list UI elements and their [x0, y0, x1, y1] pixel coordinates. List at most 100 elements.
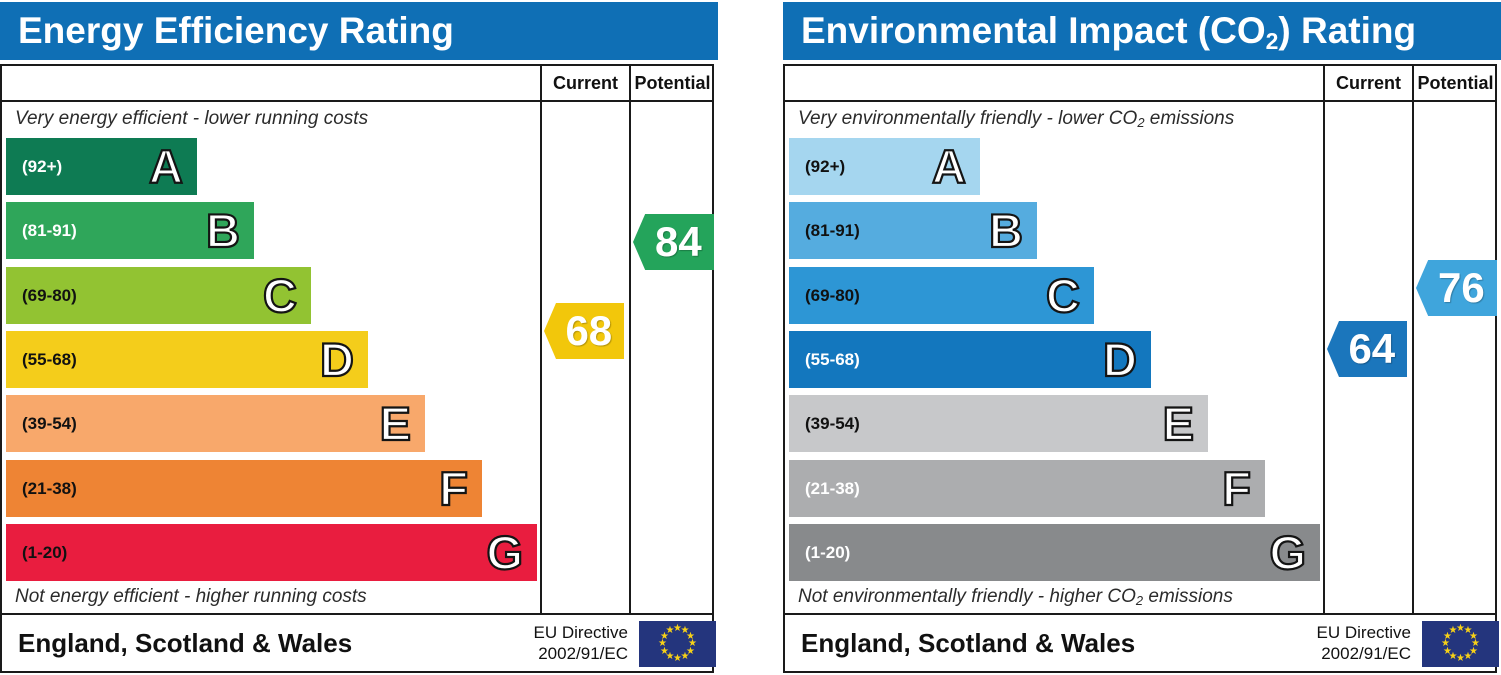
band-g: (1-20) G — [6, 524, 537, 581]
band-letter: C — [262, 268, 298, 323]
energy-efficiency-title: Energy Efficiency Rating — [18, 2, 454, 60]
energy-efficiency-title-bar: Energy Efficiency Rating — [0, 2, 718, 60]
top-caption: Very energy efficient - lower running co… — [15, 104, 530, 134]
eu-star-icon: ★ — [1443, 630, 1452, 642]
band-range-label: (81-91) — [805, 221, 860, 240]
title-text-part: Environmental Impact (CO — [801, 10, 1266, 51]
band-a: (92+) A — [6, 138, 197, 195]
band-letter: D — [319, 332, 355, 387]
caption-text-part: emissions — [1144, 108, 1235, 129]
band-e: (39-54) E — [789, 395, 1208, 452]
band-range-label: (55-68) — [805, 350, 860, 369]
band-letter: A — [148, 139, 184, 194]
bottom-caption: Not environmentally friendly - higher CO… — [798, 582, 1313, 612]
caption-subscript: 2 — [1135, 593, 1144, 609]
eu-star-icon: ★ — [1471, 638, 1480, 649]
current-column-divider — [1323, 64, 1325, 613]
band-range-label: (92+) — [22, 157, 63, 176]
band-f: (21-38) F — [6, 460, 482, 517]
footer: England, Scotland & Wales EU Directive 2… — [783, 613, 1499, 673]
caption-text-part: Not environmentally friendly - higher CO — [798, 586, 1136, 607]
caption-text-part: Very energy efficient - lower running co… — [15, 108, 369, 129]
energy-efficiency-panel: Energy Efficiency Rating Current Potenti… — [0, 0, 718, 675]
current-rating-arrow: 68 — [544, 303, 624, 359]
potential-rating-arrow: 76 — [1416, 260, 1497, 316]
band-range-label: (21-38) — [22, 479, 77, 498]
eu-star-icon: ★ — [1448, 625, 1458, 636]
eu-star-icon: ★ — [1441, 638, 1450, 649]
eu-directive-label: EU Directive 2002/91/EC — [520, 622, 628, 664]
title-subscript: 2 — [1265, 28, 1279, 55]
eu-directive-label: EU Directive 2002/91/EC — [1303, 622, 1411, 664]
band-letter: C — [1045, 268, 1081, 323]
band-range-label: (92+) — [805, 157, 846, 176]
eu-star-icon: ★ — [1443, 645, 1452, 657]
band-b: (81-91) B — [6, 202, 254, 259]
eu-directive-line2: 2002/91/EC — [1321, 644, 1411, 663]
band-a: (92+) A — [789, 138, 980, 195]
current-rating-arrow: 64 — [1327, 321, 1407, 377]
eu-star-icon: ★ — [658, 638, 667, 649]
band-range-label: (69-80) — [805, 286, 860, 305]
eu-star-icon: ★ — [680, 650, 690, 662]
environmental-impact-title-bar: Environmental Impact (CO2) Rating — [783, 2, 1501, 60]
band-range-label: (69-80) — [22, 286, 77, 305]
eu-flag: ★ ★ ★ ★ ★ ★ ★ ★ ★ ★ ★ ★ — [1422, 621, 1499, 667]
eu-star-icon: ★ — [686, 645, 695, 657]
top-caption: Very environmentally friendly - lower CO… — [798, 104, 1313, 134]
current-column-header: Current — [1335, 73, 1401, 93]
band-c: (69-80) C — [789, 267, 1094, 324]
eu-star-icon: ★ — [660, 645, 669, 657]
eu-directive-line2: 2002/91/EC — [538, 644, 628, 663]
potential-rating-value: 84 — [655, 218, 702, 265]
eu-star-icon: ★ — [1469, 645, 1478, 657]
band-b: (81-91) B — [789, 202, 1037, 259]
potential-rating-value: 76 — [1438, 264, 1485, 311]
eu-flag: ★ ★ ★ ★ ★ ★ ★ ★ ★ ★ ★ ★ — [639, 621, 716, 667]
caption-text-part: Not energy efficient - higher running co… — [15, 586, 367, 607]
band-letter: B — [988, 203, 1024, 258]
band-letter: G — [485, 525, 524, 580]
current-column-divider — [540, 64, 542, 613]
eu-directive-line1: EU Directive — [533, 623, 628, 642]
current-column-header: Current — [552, 73, 618, 93]
band-range-label: (39-54) — [22, 414, 77, 433]
title-text-part: Energy Efficiency Rating — [18, 10, 454, 51]
eu-star-icon: ★ — [665, 625, 675, 636]
header-row-divider — [783, 100, 1497, 102]
bottom-caption: Not energy efficient - higher running co… — [15, 582, 530, 612]
eu-directive-line1: EU Directive — [1316, 623, 1411, 642]
eu-star-icon: ★ — [1469, 630, 1478, 642]
caption-text-part: emissions — [1143, 586, 1233, 607]
band-d: (55-68) D — [6, 331, 368, 388]
band-c: (69-80) C — [6, 267, 311, 324]
band-range-label: (1-20) — [22, 543, 68, 562]
eu-star-icon: ★ — [673, 653, 682, 664]
band-g: (1-20) G — [789, 524, 1320, 581]
eu-star-icon: ★ — [680, 625, 690, 636]
current-rating-value: 64 — [1348, 325, 1396, 372]
band-range-label: (21-38) — [805, 479, 860, 498]
caption-text-part: Very environmentally friendly - lower CO — [798, 108, 1138, 129]
band-letter: F — [1221, 461, 1252, 516]
eu-star-icon: ★ — [660, 630, 669, 642]
environmental-impact-title: Environmental Impact (CO2) Rating — [801, 2, 1416, 64]
region-label: England, Scotland & Wales — [801, 628, 1136, 658]
band-f: (21-38) F — [789, 460, 1265, 517]
eu-star-icon: ★ — [688, 638, 697, 649]
eu-star-icon: ★ — [1456, 653, 1465, 664]
band-range-label: (39-54) — [805, 414, 860, 433]
footer: England, Scotland & Wales EU Directive 2… — [0, 613, 716, 673]
current-rating-value: 68 — [565, 307, 613, 354]
eu-star-icon: ★ — [686, 630, 695, 642]
potential-column-divider — [629, 64, 631, 613]
eu-star-icon: ★ — [1463, 650, 1473, 662]
band-letter: B — [205, 203, 241, 258]
band-range-label: (81-91) — [22, 221, 77, 240]
potential-column-header: Potential — [1417, 73, 1494, 93]
region-label: England, Scotland & Wales — [18, 628, 353, 658]
band-letter: A — [931, 139, 967, 194]
band-range-label: (1-20) — [805, 543, 851, 562]
environmental-impact-panel: Environmental Impact (CO2) Rating Curren… — [783, 0, 1501, 675]
